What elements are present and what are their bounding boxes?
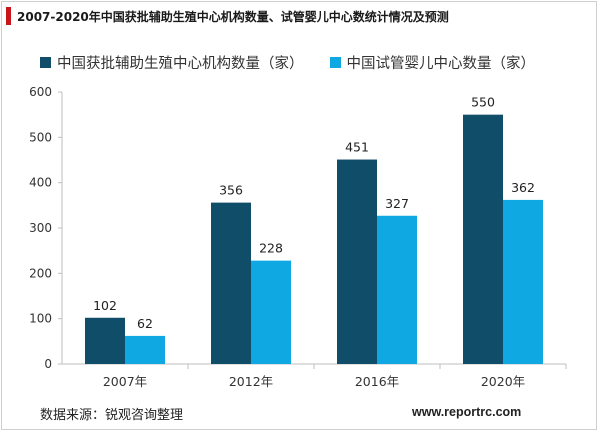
data-label-series-2-1: 228 bbox=[259, 241, 283, 256]
data-label-series-2-3: 362 bbox=[511, 180, 535, 195]
data-source: 数据来源：锐观咨询整理 bbox=[40, 408, 184, 423]
data-label-series-1-0: 102 bbox=[93, 298, 117, 313]
y-tick-label-200: 200 bbox=[29, 266, 52, 280]
legend-swatch-series-2 bbox=[329, 57, 341, 68]
chart-title: 2007-2020年中国获批辅助生殖中心机构数量、试管婴儿中心数统计情况及预测 bbox=[17, 9, 449, 24]
website-url[interactable]: www.reportrc.com bbox=[412, 405, 522, 419]
data-label-series-2-2: 327 bbox=[385, 196, 409, 211]
x-tick-label-1: 2012年 bbox=[229, 374, 273, 389]
y-tick-label-600: 600 bbox=[29, 85, 52, 99]
legend-label-series-1: 中国获批辅助生殖中心机构数量（家） bbox=[57, 56, 304, 72]
bar-series-1-1 bbox=[211, 202, 251, 364]
data-label-series-2-0: 62 bbox=[137, 316, 153, 331]
bar-series-2-3 bbox=[503, 199, 543, 364]
x-tick-label-3: 2020年 bbox=[481, 374, 525, 389]
y-tick-label-400: 400 bbox=[29, 176, 52, 190]
title-bar: 2007-2020年中国获批辅助生殖中心机构数量、试管婴儿中心数统计情况及预测 bbox=[6, 6, 449, 26]
legend-swatch-series-1 bbox=[40, 57, 51, 68]
x-tick-label-2: 2016年 bbox=[355, 374, 399, 389]
bar-series-1-0 bbox=[85, 317, 125, 364]
bar-series-1-3 bbox=[463, 114, 503, 365]
title-accent-bar bbox=[6, 7, 11, 25]
y-tick-label-100: 100 bbox=[29, 312, 52, 326]
bar-series-2-0 bbox=[125, 335, 165, 364]
data-label-series-1-1: 356 bbox=[219, 183, 243, 198]
legend: 中国获批辅助生殖中心机构数量（家） 中国试管婴儿中心数量（家） bbox=[40, 52, 561, 73]
data-label-series-1-3: 550 bbox=[471, 95, 495, 110]
bar-series-2-1 bbox=[251, 260, 291, 364]
bar-series-2-2 bbox=[377, 215, 417, 364]
legend-label-series-2: 中国试管婴儿中心数量（家） bbox=[346, 56, 536, 72]
legend-item-series-2: 中国试管婴儿中心数量（家） bbox=[329, 52, 536, 73]
legend-item-series-1: 中国获批辅助生殖中心机构数量（家） bbox=[40, 52, 304, 73]
y-tick-label-0: 0 bbox=[44, 357, 52, 371]
data-label-series-1-2: 451 bbox=[345, 140, 369, 155]
y-tick-label-500: 500 bbox=[29, 130, 52, 144]
x-tick-label-0: 2007年 bbox=[103, 374, 147, 389]
y-tick-label-300: 300 bbox=[29, 221, 52, 235]
bar-series-1-2 bbox=[337, 159, 377, 364]
